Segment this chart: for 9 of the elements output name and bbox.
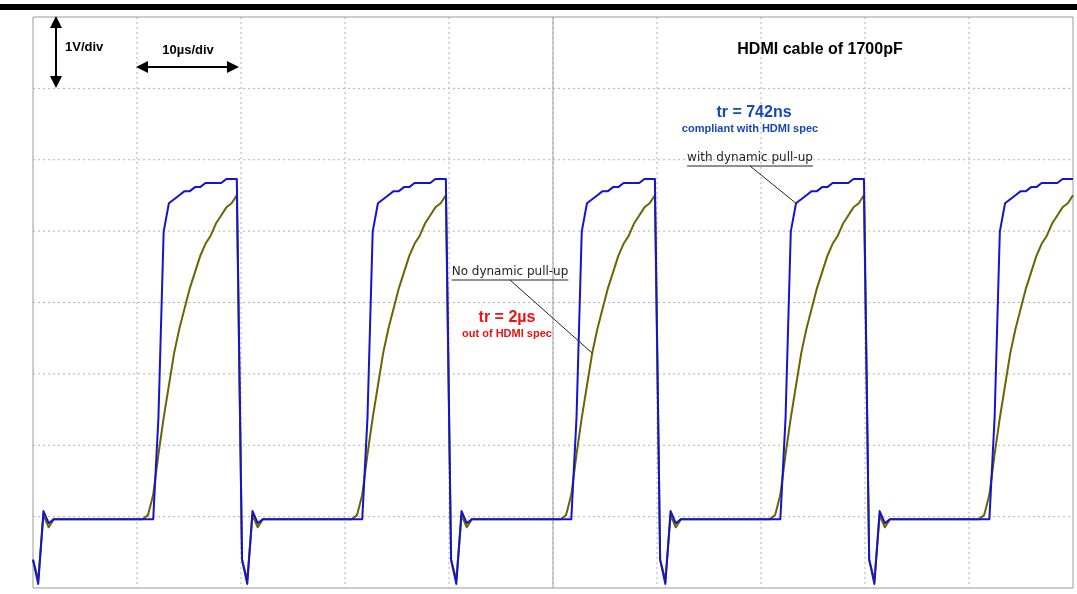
text: with dynamic pull-up [687, 150, 813, 165]
series-label: No dynamic pull-up [451, 264, 569, 279]
text: tr = 742ns [716, 103, 792, 121]
annotation: tr = 2µs [478, 308, 536, 326]
text: 10µs/div [162, 41, 215, 57]
chart-title: HDMI cable of 1700pF [737, 40, 903, 58]
text: compliant with HDMI spec [681, 122, 819, 135]
annotation: out of HDMI spec [462, 327, 552, 340]
text: 1V/div [65, 38, 105, 54]
